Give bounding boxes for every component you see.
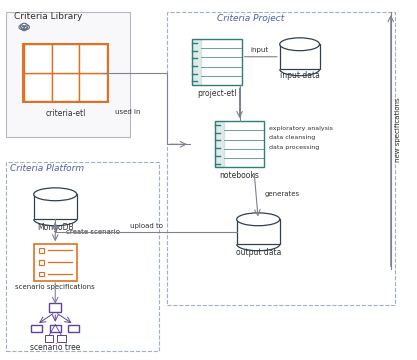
Ellipse shape: [280, 38, 319, 51]
FancyBboxPatch shape: [215, 121, 264, 167]
Circle shape: [19, 25, 24, 30]
Ellipse shape: [34, 188, 77, 201]
FancyBboxPatch shape: [34, 244, 77, 281]
FancyBboxPatch shape: [215, 121, 224, 167]
Ellipse shape: [237, 213, 280, 226]
Text: Criteria Library: Criteria Library: [14, 12, 82, 21]
FancyBboxPatch shape: [49, 303, 61, 312]
FancyBboxPatch shape: [39, 272, 44, 276]
FancyBboxPatch shape: [34, 194, 77, 219]
FancyBboxPatch shape: [31, 325, 42, 332]
FancyBboxPatch shape: [192, 39, 201, 85]
FancyBboxPatch shape: [23, 44, 108, 102]
Text: data cleansing: data cleansing: [269, 135, 315, 140]
Text: data processing: data processing: [269, 145, 319, 150]
Text: create scenario: create scenario: [65, 229, 120, 235]
FancyBboxPatch shape: [68, 325, 79, 332]
FancyBboxPatch shape: [50, 325, 60, 332]
FancyBboxPatch shape: [280, 44, 319, 69]
Circle shape: [21, 26, 27, 31]
FancyBboxPatch shape: [39, 260, 44, 265]
Text: input: input: [250, 47, 268, 53]
Text: scenario tree: scenario tree: [30, 342, 80, 351]
Text: generates: generates: [264, 191, 299, 197]
Text: Criteria Project: Criteria Project: [217, 14, 284, 23]
FancyBboxPatch shape: [5, 12, 130, 137]
Text: Criteria Platform: Criteria Platform: [10, 164, 84, 173]
Circle shape: [24, 25, 30, 30]
Text: notebooks: notebooks: [220, 171, 259, 180]
Text: output data: output data: [236, 248, 281, 257]
FancyBboxPatch shape: [24, 73, 52, 102]
FancyBboxPatch shape: [45, 336, 53, 342]
FancyBboxPatch shape: [79, 73, 107, 102]
FancyBboxPatch shape: [79, 44, 107, 73]
FancyBboxPatch shape: [192, 39, 241, 85]
Text: criteria-etl: criteria-etl: [45, 109, 86, 118]
Circle shape: [20, 23, 28, 30]
FancyBboxPatch shape: [24, 44, 52, 73]
Text: exploratory analysis: exploratory analysis: [269, 126, 332, 131]
Text: scenario specifications: scenario specifications: [15, 284, 95, 289]
FancyBboxPatch shape: [52, 73, 79, 102]
Text: MongoDB: MongoDB: [37, 223, 73, 232]
Text: upload to: upload to: [130, 223, 163, 229]
Text: new specifications: new specifications: [395, 98, 401, 162]
FancyBboxPatch shape: [52, 44, 79, 73]
FancyBboxPatch shape: [39, 248, 44, 253]
Text: input data: input data: [280, 71, 319, 80]
Text: project-etl: project-etl: [197, 89, 236, 98]
Text: used in: used in: [115, 109, 141, 115]
FancyBboxPatch shape: [57, 336, 65, 342]
FancyBboxPatch shape: [237, 219, 280, 244]
